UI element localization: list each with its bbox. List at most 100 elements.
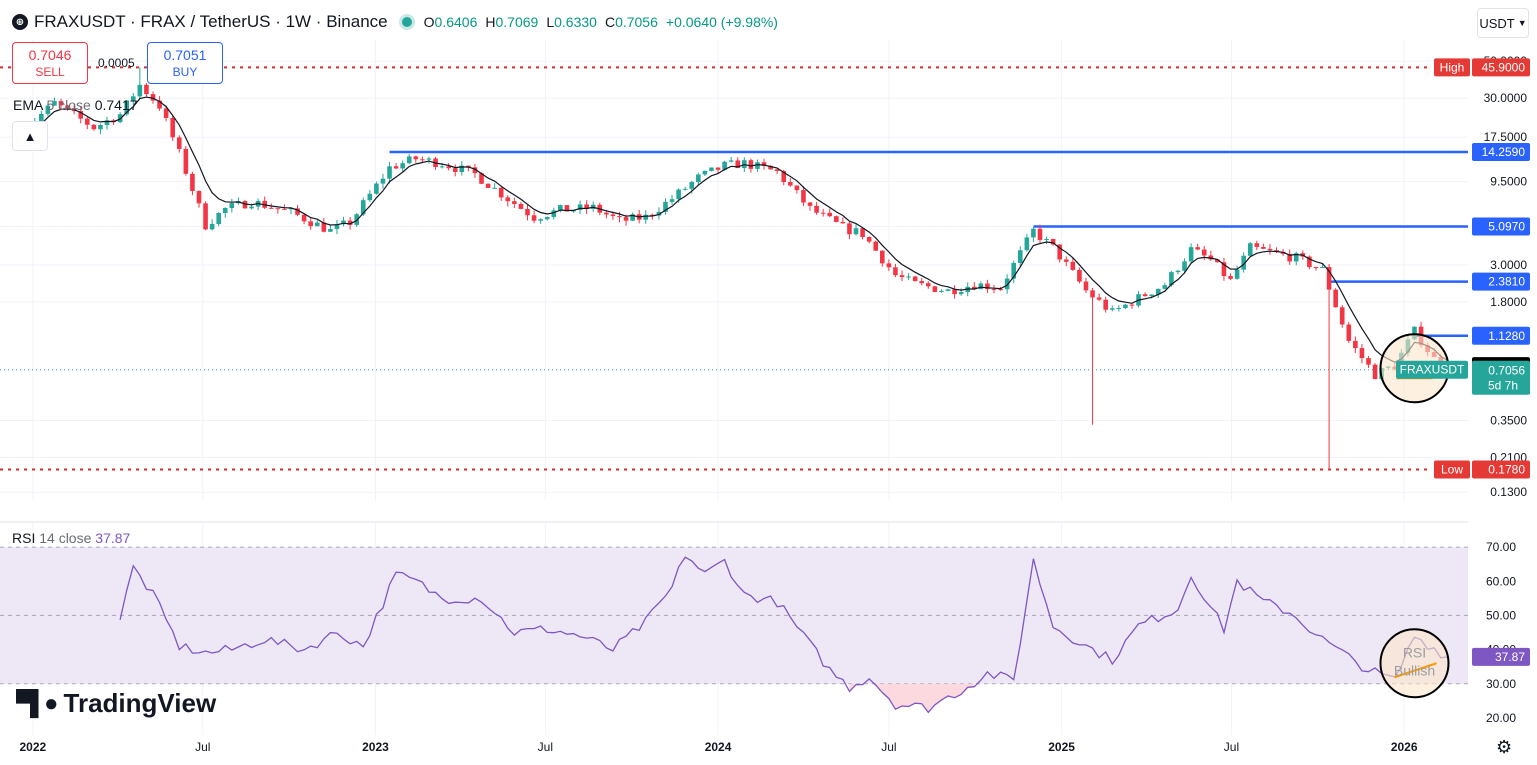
high-value: 0.7069: [495, 14, 539, 30]
candle-body: [906, 276, 911, 278]
candle-body: [1182, 261, 1187, 271]
candle-body: [163, 108, 169, 118]
candle-body: [1307, 256, 1312, 268]
candle-body: [853, 228, 859, 235]
candle-body: [577, 204, 583, 211]
candle-body: [459, 165, 465, 172]
candle-body: [1353, 340, 1358, 349]
candle-body: [584, 204, 589, 209]
gear-icon[interactable]: ⚙: [1496, 737, 1513, 757]
currency-selector[interactable]: USDT ▼: [1477, 8, 1529, 38]
buy-button[interactable]: 0.7051 BUY: [147, 42, 223, 84]
candle-body: [222, 207, 228, 213]
candle-body: [91, 124, 97, 130]
candle-body: [755, 162, 760, 169]
candle-body: [630, 214, 635, 221]
price-tick-label: 3.0000: [1490, 258, 1527, 272]
candle-body: [439, 166, 445, 168]
candle-body: [1109, 308, 1115, 310]
candle-body: [387, 166, 392, 179]
candle-body: [367, 193, 373, 201]
price-tick-label: 9.5000: [1490, 174, 1527, 188]
candle-body: [650, 214, 655, 216]
rsi-legend[interactable]: RSI 14 close 37.87: [12, 530, 130, 546]
candle-body: [183, 148, 189, 174]
candle-body: [728, 160, 734, 162]
candle-body: [1004, 278, 1010, 290]
candle-body: [420, 159, 425, 161]
symbol-tag-bg: [1396, 360, 1468, 379]
candle-body: [1339, 307, 1345, 325]
ema-legend[interactable]: EMA 5 close 0.7417: [13, 97, 138, 113]
low-price-badge: 0.1780: [1488, 462, 1525, 476]
buy-price: 0.7051: [163, 47, 207, 63]
candle-body: [709, 167, 714, 171]
candle-body: [242, 201, 248, 209]
candle-body: [505, 197, 511, 202]
candle-body: [209, 223, 215, 230]
candle-body: [1254, 243, 1260, 247]
currency-label: USDT: [1479, 15, 1515, 31]
ema-name: EMA: [13, 97, 43, 113]
candle-body: [860, 228, 865, 238]
sell-label: SELL: [35, 65, 65, 79]
level-price-badge-bg: [1472, 326, 1530, 345]
candle-body: [971, 286, 977, 290]
candle-body: [525, 208, 530, 216]
candle-body: [1293, 253, 1299, 262]
high-low-tag-bg: [1434, 58, 1470, 77]
candle-body: [1063, 259, 1069, 262]
candle-body: [722, 161, 727, 170]
level-price-badge-bg: [1472, 217, 1530, 236]
candle-body: [1142, 294, 1148, 297]
buy-label: BUY: [172, 65, 198, 79]
candle-body: [919, 281, 925, 284]
change-value: +0.0640 (+9.98%): [665, 14, 778, 30]
candle-body: [78, 111, 84, 119]
candle-body: [663, 201, 668, 212]
candle-body: [52, 101, 57, 106]
candle-body: [295, 208, 300, 215]
time-tick-label: Jul: [1224, 740, 1239, 754]
candle-body: [406, 156, 412, 164]
candle-body: [1287, 253, 1292, 262]
time-tick-label: 2024: [705, 740, 732, 754]
candle-body: [840, 221, 846, 224]
candle-body: [1228, 276, 1233, 279]
sell-button[interactable]: 0.7046 SELL: [12, 42, 88, 84]
candle-body: [190, 173, 195, 191]
candle-body: [682, 188, 688, 190]
candle-body: [1267, 248, 1273, 251]
candle-body: [768, 165, 773, 170]
candle-body: [130, 96, 136, 101]
candle-body: [157, 100, 162, 109]
candle-body: [321, 222, 327, 232]
candle-body: [1372, 364, 1378, 380]
candle-body: [715, 167, 721, 170]
symbol-title[interactable]: FRAXUSDT · FRAX / TetherUS · 1W · Binanc…: [34, 12, 388, 31]
level-price-badge-bg: [1472, 143, 1530, 162]
close-value: 0.7056: [615, 14, 658, 30]
candle-body: [1208, 255, 1214, 260]
candle-body: [288, 208, 294, 210]
candle-body: [1162, 285, 1168, 289]
rsi-highlight-circle: [1379, 628, 1450, 699]
collapse-legend-button[interactable]: ▲: [12, 121, 48, 151]
level-price-badge: 1.1280: [1488, 329, 1525, 343]
time-tick-label: Jul: [881, 740, 896, 754]
candle-body: [781, 171, 787, 183]
current-price-badge-bg: [1472, 360, 1530, 395]
rsi-oversold-fill: [875, 683, 975, 713]
candle-body: [203, 203, 208, 230]
tradingview-logo[interactable]: ▀▌● TradingView: [16, 688, 216, 719]
candle-body: [544, 216, 550, 220]
candle-body: [314, 222, 320, 227]
candle-body: [1366, 358, 1371, 365]
rsi-tick-label: 20.00: [1486, 711, 1516, 725]
candle-body: [1017, 250, 1023, 263]
sell-price: 0.7046: [28, 47, 72, 63]
candle-body: [925, 283, 931, 287]
ema-line: [21, 96, 1448, 363]
candle-body: [176, 137, 182, 149]
